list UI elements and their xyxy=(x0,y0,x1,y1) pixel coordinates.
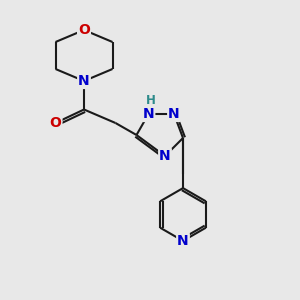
Text: O: O xyxy=(78,23,90,37)
Text: N: N xyxy=(78,74,90,88)
Text: N: N xyxy=(168,107,180,121)
Text: H: H xyxy=(146,94,156,107)
Text: N: N xyxy=(177,234,189,248)
Text: N: N xyxy=(143,107,154,121)
Text: O: O xyxy=(50,116,61,130)
Text: N: N xyxy=(159,149,171,163)
